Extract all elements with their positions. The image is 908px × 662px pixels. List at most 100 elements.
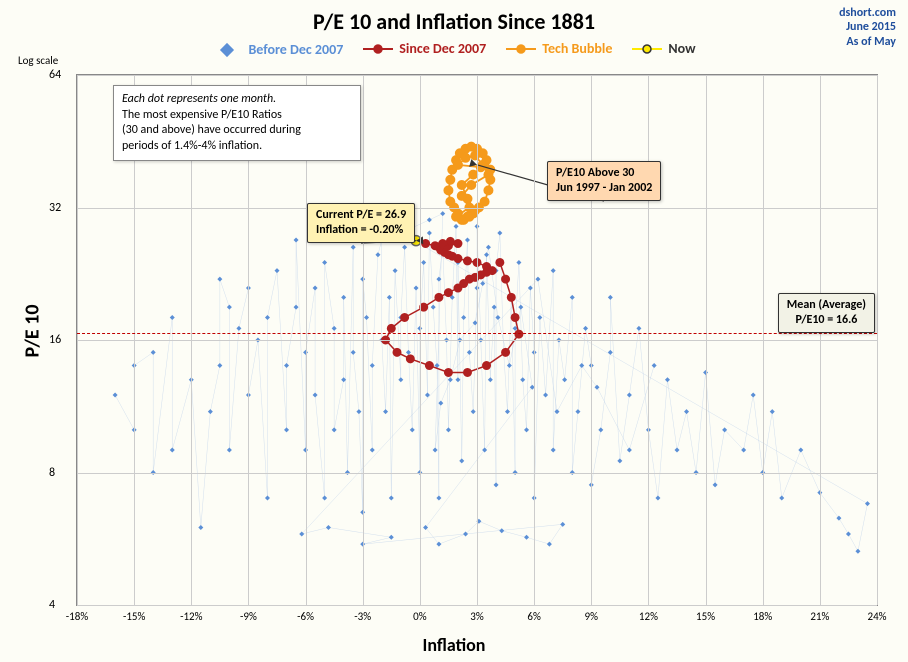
x-tick-label: 21% [810, 610, 829, 623]
before-point [665, 377, 670, 382]
since-point [507, 293, 515, 301]
since-point [496, 258, 504, 266]
legend-item: Now [632, 40, 695, 57]
before-point [433, 447, 438, 452]
before-point [313, 286, 318, 291]
legend-item: Since Dec 2007 [363, 40, 486, 57]
before-point [494, 482, 499, 487]
plot-area: -18%-15%-12%-9%-6%-3%0%3%6%9%12%15%18%21… [76, 74, 878, 606]
bubble-point [457, 191, 466, 200]
note-box: Each dot represents one month.The most e… [113, 85, 361, 161]
since-point [483, 263, 491, 271]
before-point [398, 377, 403, 382]
before-point [627, 392, 632, 397]
since-point [431, 242, 439, 250]
before-point [364, 315, 369, 320]
before-point [370, 363, 375, 368]
bubble-point [452, 212, 461, 221]
bubble-point [484, 170, 493, 179]
before-point [751, 392, 756, 397]
bubble-point [471, 151, 480, 160]
before-point [846, 531, 851, 536]
before-point [570, 295, 575, 300]
before-point [326, 525, 331, 530]
before-point [543, 392, 548, 397]
before-point [865, 501, 870, 506]
before-point [497, 231, 502, 236]
before-line [115, 214, 867, 552]
gridline-h [77, 340, 877, 341]
before-point [547, 542, 552, 547]
before-point [562, 377, 567, 382]
before-point [608, 295, 613, 300]
before-point [499, 528, 504, 533]
before-point [684, 409, 689, 414]
before-point [652, 363, 657, 368]
before-point [265, 496, 270, 501]
since-point [515, 330, 523, 338]
before-point [332, 427, 337, 432]
before-point [427, 217, 432, 222]
before-point [389, 496, 394, 501]
before-point [436, 542, 441, 547]
gridline-h [77, 473, 877, 474]
before-point [467, 350, 472, 355]
bubble-point [484, 186, 493, 195]
y-tick-label: 8 [49, 466, 55, 480]
mean-line [77, 333, 877, 334]
before-point [454, 224, 459, 229]
x-tick-label: -18% [66, 610, 88, 623]
before-point [427, 231, 432, 236]
before-point [351, 245, 356, 250]
before-point [518, 305, 523, 310]
gridline-h [77, 605, 877, 606]
before-point [595, 385, 600, 390]
since-point [483, 362, 491, 370]
x-tick-label: 9% [585, 610, 598, 623]
before-point [551, 447, 556, 452]
before-point [655, 496, 660, 501]
before-point [284, 427, 289, 432]
bubble-point [446, 175, 455, 184]
before-point [322, 260, 327, 265]
before-point [332, 326, 337, 331]
before-point [461, 315, 466, 320]
since-point [435, 293, 443, 301]
since-point [393, 348, 401, 356]
before-point [486, 245, 491, 250]
before-point [341, 295, 346, 300]
x-tick-label: 24% [867, 610, 886, 623]
bubble-point [453, 160, 462, 169]
before-point [284, 363, 289, 368]
x-tick-label: 18% [753, 610, 772, 623]
before-point [423, 525, 428, 530]
before-point [294, 305, 299, 310]
before-point [471, 409, 476, 414]
before-point [505, 409, 510, 414]
x-tick-label: -3% [354, 610, 371, 623]
before-point [560, 522, 565, 527]
before-point [151, 350, 156, 355]
mean-label: Mean (Average)P/E10 = 16.6 [778, 293, 875, 333]
before-point [446, 427, 451, 432]
before-point [779, 496, 784, 501]
gridline-v [877, 75, 878, 605]
since-point [454, 240, 462, 248]
before-point [551, 268, 556, 273]
since-point [444, 368, 452, 376]
before-point [488, 377, 493, 382]
before-point [713, 482, 718, 487]
bubble-point [478, 160, 487, 169]
before-point [356, 409, 361, 414]
before-point [440, 211, 445, 216]
before-point [198, 525, 203, 530]
bubble-point [446, 197, 455, 206]
before-point [675, 447, 680, 452]
before-point [575, 409, 580, 414]
before-point [406, 350, 411, 355]
gridline-h [77, 75, 877, 76]
since-point [502, 275, 510, 283]
x-tick-label: 15% [696, 610, 715, 623]
bubble-point [457, 180, 466, 189]
before-point [520, 377, 525, 382]
